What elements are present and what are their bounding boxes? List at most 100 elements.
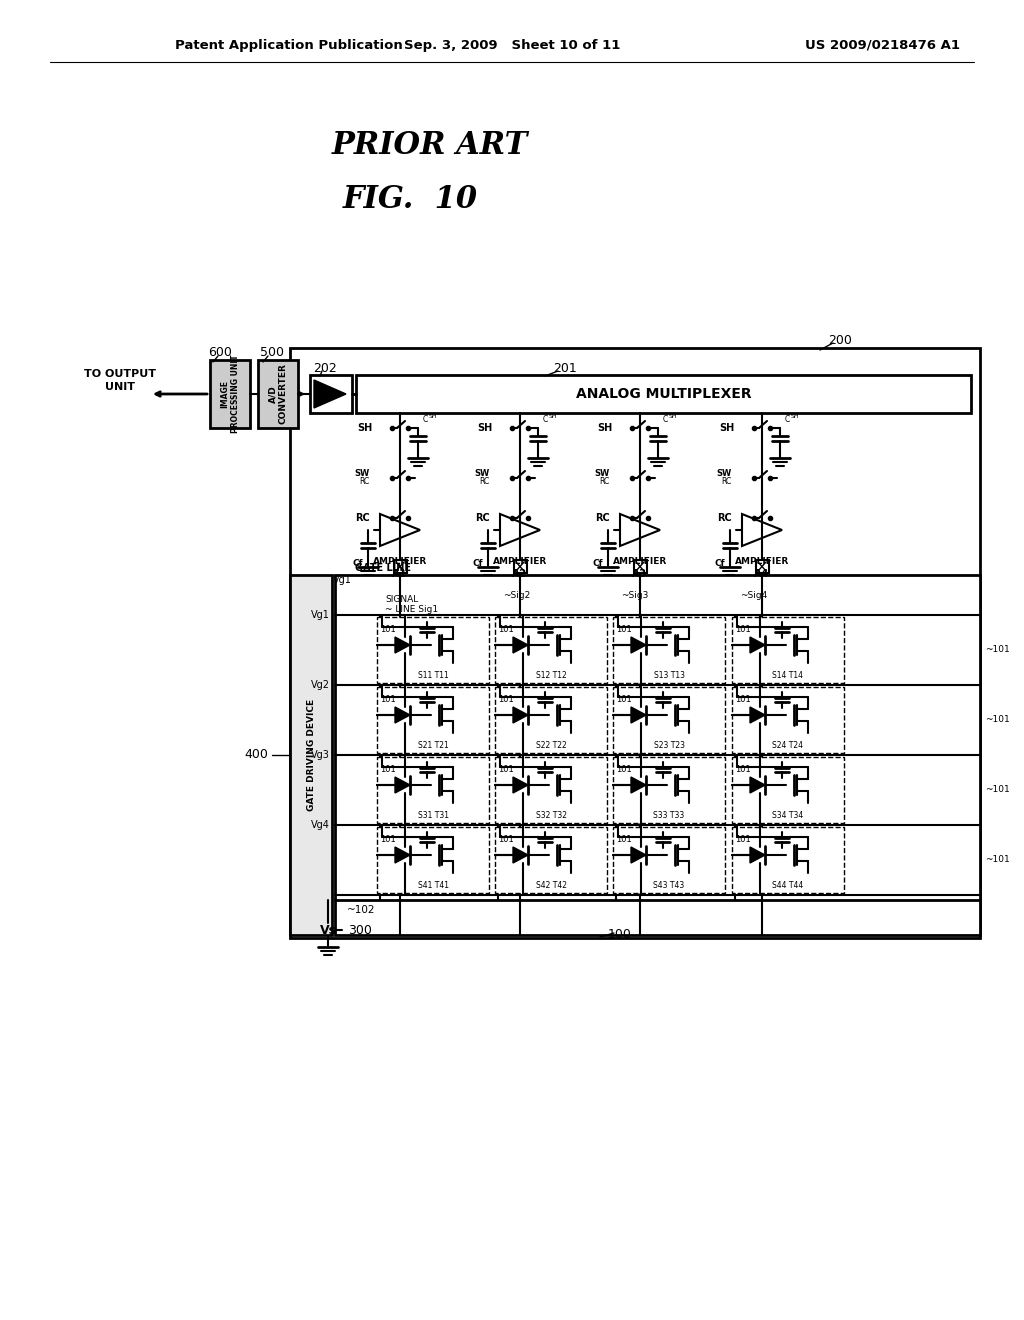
Text: ~101: ~101 <box>985 855 1010 865</box>
Bar <box>732 756 844 822</box>
Text: S11 T11: S11 T11 <box>418 671 449 680</box>
Polygon shape <box>631 708 646 723</box>
Bar <box>258 360 298 428</box>
Text: SIGNAL
~ LINE Sig1: SIGNAL ~ LINE Sig1 <box>385 595 438 614</box>
Text: Cf: Cf <box>592 558 603 568</box>
Text: S31 T31: S31 T31 <box>418 810 449 820</box>
Text: S42 T42: S42 T42 <box>536 880 566 890</box>
Text: 500: 500 <box>260 346 284 359</box>
Text: RC: RC <box>600 478 610 487</box>
Polygon shape <box>631 777 646 793</box>
Text: SH: SH <box>791 413 800 418</box>
Text: C: C <box>785 416 791 425</box>
Text: ~101: ~101 <box>985 785 1010 795</box>
Text: ~101: ~101 <box>985 645 1010 655</box>
Text: S34 T34: S34 T34 <box>772 810 804 820</box>
Text: 101: 101 <box>735 836 751 843</box>
Text: 300: 300 <box>348 924 372 936</box>
Text: SW: SW <box>717 470 732 479</box>
Text: SH: SH <box>597 422 612 433</box>
Bar <box>394 560 407 573</box>
Polygon shape <box>750 847 765 863</box>
Bar <box>613 686 725 752</box>
Text: AMPLIFIER: AMPLIFIER <box>735 557 790 566</box>
Text: S33 T33: S33 T33 <box>653 810 685 820</box>
Polygon shape <box>395 777 410 793</box>
Text: Cf: Cf <box>472 558 483 568</box>
Text: C: C <box>663 416 669 425</box>
Text: AMPLIFIER: AMPLIFIER <box>493 557 547 566</box>
Polygon shape <box>513 847 528 863</box>
Polygon shape <box>750 777 765 793</box>
Text: 101: 101 <box>616 836 632 843</box>
Bar <box>514 560 527 573</box>
Text: 101: 101 <box>498 766 514 774</box>
Text: RC: RC <box>480 478 490 487</box>
Bar <box>377 616 489 682</box>
Bar <box>495 686 607 752</box>
Text: RC: RC <box>717 513 732 523</box>
Text: S24 T24: S24 T24 <box>772 741 804 750</box>
Text: S14 T14: S14 T14 <box>772 671 804 680</box>
Text: A4: A4 <box>755 569 770 579</box>
Text: A/D
CONVERTER: A/D CONVERTER <box>268 363 288 425</box>
Text: 101: 101 <box>498 836 514 843</box>
Text: SW: SW <box>475 470 490 479</box>
Text: IMAGE
PROCESSING UNIT: IMAGE PROCESSING UNIT <box>220 355 240 433</box>
Text: A3: A3 <box>633 569 647 579</box>
Text: RC: RC <box>722 478 732 487</box>
Text: SW: SW <box>354 470 370 479</box>
Bar <box>634 560 647 573</box>
Text: Cf: Cf <box>352 558 362 568</box>
Text: PRIOR ART: PRIOR ART <box>332 129 528 161</box>
Bar <box>732 828 844 894</box>
Bar <box>290 576 332 935</box>
Text: S12 T12: S12 T12 <box>536 671 566 680</box>
Polygon shape <box>750 708 765 723</box>
Text: SH: SH <box>477 422 492 433</box>
Bar <box>356 375 971 413</box>
Text: 101: 101 <box>616 766 632 774</box>
Text: RC: RC <box>595 513 610 523</box>
Bar <box>335 576 980 935</box>
Text: Vg2: Vg2 <box>311 680 330 690</box>
Text: S22 T22: S22 T22 <box>536 741 566 750</box>
Text: Vg3: Vg3 <box>311 750 330 760</box>
Text: 600: 600 <box>208 346 232 359</box>
Bar <box>613 616 725 682</box>
Text: S41 T41: S41 T41 <box>418 880 449 890</box>
Text: 101: 101 <box>498 624 514 634</box>
Text: RC: RC <box>359 478 370 487</box>
Text: A1: A1 <box>392 569 408 579</box>
Text: 201: 201 <box>553 362 577 375</box>
Text: FIG.  10: FIG. 10 <box>342 185 477 215</box>
Text: S13 T13: S13 T13 <box>653 671 684 680</box>
Text: 101: 101 <box>735 624 751 634</box>
Text: 101: 101 <box>735 696 751 704</box>
Polygon shape <box>513 708 528 723</box>
Text: 101: 101 <box>616 696 632 704</box>
Text: 100: 100 <box>608 928 632 941</box>
Text: Sep. 3, 2009   Sheet 10 of 11: Sep. 3, 2009 Sheet 10 of 11 <box>403 38 621 51</box>
Text: ANALOG MULTIPLEXER: ANALOG MULTIPLEXER <box>575 387 752 401</box>
Text: RC: RC <box>355 513 370 523</box>
Text: Vs: Vs <box>319 924 337 936</box>
Bar <box>310 375 352 413</box>
Text: Vg1: Vg1 <box>333 576 352 585</box>
Text: UNIT: UNIT <box>105 381 135 392</box>
Polygon shape <box>513 777 528 793</box>
Text: SH: SH <box>719 422 734 433</box>
Polygon shape <box>631 638 646 653</box>
Text: ~Sig2: ~Sig2 <box>503 590 530 599</box>
Text: AMPLIFIER: AMPLIFIER <box>373 557 427 566</box>
Text: 101: 101 <box>735 766 751 774</box>
Text: C: C <box>543 416 548 425</box>
Text: 200: 200 <box>828 334 852 346</box>
Text: 202: 202 <box>313 362 337 375</box>
Text: 101: 101 <box>616 624 632 634</box>
Text: C: C <box>423 416 428 425</box>
Text: 101: 101 <box>380 696 395 704</box>
Text: RC: RC <box>475 513 490 523</box>
Bar <box>613 828 725 894</box>
Text: Patent Application Publication: Patent Application Publication <box>175 38 402 51</box>
